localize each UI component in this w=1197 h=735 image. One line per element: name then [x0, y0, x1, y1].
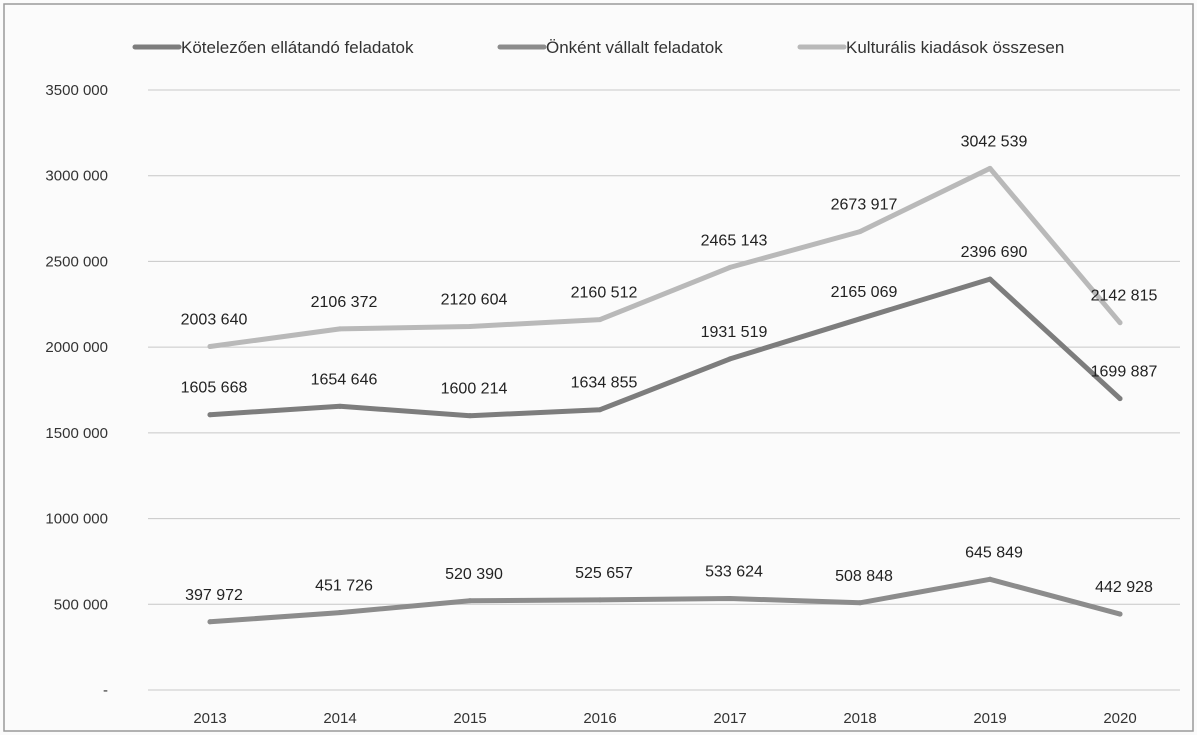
- data-point: [337, 326, 343, 332]
- legend-entry: Kötelezően ellátandó feladatok: [181, 38, 414, 57]
- data-label: 2396 690: [961, 244, 1028, 261]
- data-point: [1117, 396, 1123, 402]
- data-label: 2120 604: [441, 291, 508, 308]
- legend-entry: Kulturális kiadások összesen: [846, 38, 1064, 57]
- x-tick-label: 2014: [323, 710, 356, 727]
- data-label: 520 390: [445, 566, 503, 583]
- data-point: [1117, 611, 1123, 617]
- gridlines: [148, 89, 1180, 691]
- data-point: [467, 413, 473, 419]
- data-point: [987, 276, 993, 282]
- data-point: [987, 576, 993, 582]
- x-tick-label: 2020: [1103, 710, 1136, 727]
- data-point: [857, 229, 863, 235]
- data-point: [467, 323, 473, 329]
- y-tick-label: 1500 000: [45, 425, 108, 442]
- data-label: 2003 640: [181, 312, 248, 329]
- x-tick-label: 2017: [713, 710, 746, 727]
- y-tick-label: 500 000: [54, 596, 108, 613]
- data-label: 508 848: [835, 568, 893, 585]
- data-point: [597, 317, 603, 323]
- data-point: [207, 344, 213, 350]
- data-point: [337, 403, 343, 409]
- data-point: [207, 619, 213, 625]
- x-axis: 2013 2014 2015 2016 2017 2018 2019 2020: [193, 710, 1136, 727]
- data-label: 3042 539: [961, 133, 1028, 150]
- y-tick-label: 3500 000: [45, 82, 108, 99]
- data-label: 1931 519: [701, 324, 768, 341]
- data-label: 2673 917: [831, 197, 898, 214]
- data-point: [857, 600, 863, 606]
- data-label: 2142 815: [1091, 288, 1158, 305]
- data-point: [337, 610, 343, 616]
- data-label: 442 928: [1095, 579, 1153, 596]
- data-label: 397 972: [185, 587, 243, 604]
- chart-frame: [3, 3, 1194, 732]
- data-point: [727, 356, 733, 362]
- y-tick-label: 1000 000: [45, 511, 108, 528]
- data-label: 525 657: [575, 565, 633, 582]
- x-tick-label: 2018: [843, 710, 876, 727]
- data-point: [987, 165, 993, 171]
- data-point: [597, 407, 603, 413]
- data-label: 1654 646: [311, 371, 378, 388]
- data-label: 451 726: [315, 578, 373, 595]
- data-point: [207, 412, 213, 418]
- x-tick-label: 2016: [583, 710, 616, 727]
- data-label: 1699 887: [1091, 364, 1158, 381]
- data-point: [597, 597, 603, 603]
- y-axis: - 500 000 1000 000 1500 000 2000 000 2500 000…: [45, 82, 108, 699]
- data-point: [727, 596, 733, 602]
- y-tick-label: 2000 000: [45, 339, 108, 356]
- data-label: 1600 214: [441, 381, 508, 398]
- data-point: [1117, 320, 1123, 326]
- series-line-0: [207, 276, 1123, 419]
- data-labels: 1605 668 1654 646 1600 214 1634 855 1931 519…: [181, 133, 1158, 603]
- series-lines: [207, 165, 1123, 625]
- data-point: [857, 316, 863, 322]
- x-tick-label: 2013: [193, 710, 226, 727]
- x-tick-label: 2015: [453, 710, 486, 727]
- data-label: 1634 855: [571, 375, 638, 392]
- data-point: [467, 598, 473, 604]
- data-label: 2465 143: [701, 232, 768, 249]
- y-tick-label: 3000 000: [45, 168, 108, 185]
- data-label: 1605 668: [181, 380, 248, 397]
- legend: Kötelezően ellátandó feladatok Önként vál…: [132, 38, 1064, 57]
- legend-entry: Önként vállalt feladatok: [546, 38, 723, 57]
- series-line-2: [207, 165, 1123, 349]
- data-point: [727, 264, 733, 270]
- series-line-1: [207, 576, 1123, 625]
- data-label: 2106 372: [311, 294, 378, 311]
- data-label: 533 624: [705, 564, 763, 581]
- data-label: 645 849: [965, 544, 1023, 561]
- data-label: 2165 069: [831, 284, 898, 301]
- data-label: 2160 512: [571, 285, 638, 302]
- x-tick-label: 2019: [973, 710, 1006, 727]
- y-tick-label: 2500 000: [45, 253, 108, 270]
- y-tick-label: -: [103, 682, 108, 699]
